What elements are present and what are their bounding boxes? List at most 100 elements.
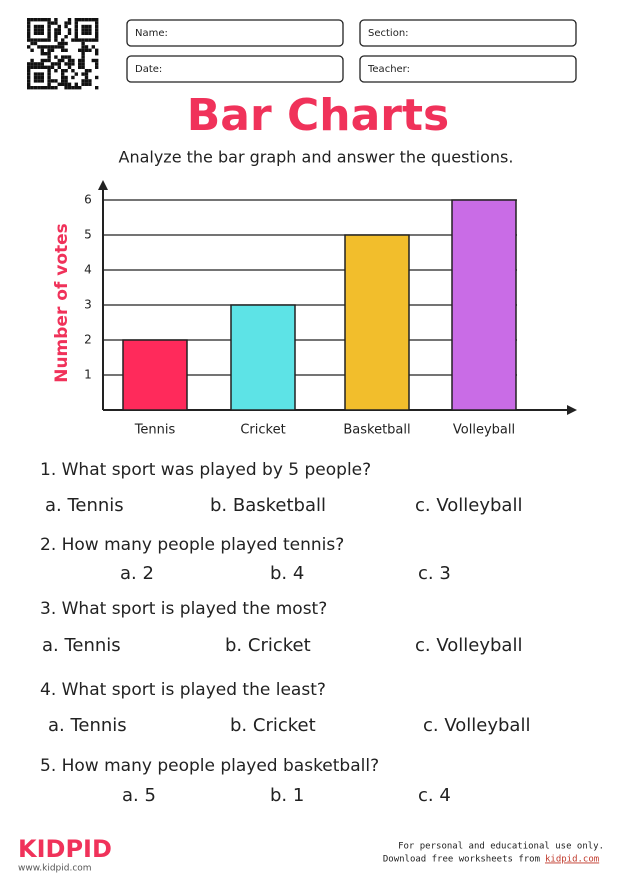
qr-cell	[54, 62, 58, 66]
qr-cell	[50, 21, 55, 25]
qr-cell	[27, 21, 31, 25]
question: 4. What sport is played the least?	[40, 680, 326, 700]
qr-cell	[61, 79, 65, 83]
qr-cell	[81, 82, 85, 86]
option: b. Basketball	[210, 495, 326, 516]
qr-cell	[95, 21, 99, 25]
qr-cell	[81, 24, 85, 29]
qr-cell	[78, 86, 82, 90]
x-tick-label: Cricket	[240, 423, 285, 438]
qr-cell	[33, 38, 38, 42]
qr-cell	[37, 38, 41, 42]
qr-cell	[33, 65, 38, 69]
qr-cell	[40, 72, 44, 76]
qr-cell	[84, 48, 89, 52]
qr-cell	[71, 58, 75, 63]
logo: KIDPID	[18, 835, 112, 863]
y-axis-arrow	[98, 180, 108, 190]
qr-cell	[71, 86, 75, 90]
qr-cell	[84, 75, 89, 80]
y-tick-label: 5	[84, 228, 92, 242]
option: a. Tennis	[45, 495, 124, 516]
qr-cell	[40, 38, 44, 42]
qr-cell	[54, 86, 58, 90]
qr-cell	[47, 21, 51, 25]
qr-cell	[47, 24, 51, 29]
qr-cell	[40, 48, 44, 52]
qr-cell	[61, 82, 65, 86]
qr-cell	[81, 62, 85, 66]
qr-cell	[95, 58, 99, 63]
qr-cell	[81, 31, 85, 35]
qr-cell	[71, 38, 75, 42]
qr-cell	[95, 48, 99, 52]
qr-cell	[95, 24, 99, 29]
qr-cell	[61, 58, 65, 63]
qr-cell	[81, 65, 85, 69]
qr-cell	[27, 38, 31, 42]
field-box	[126, 19, 344, 47]
qr-cell	[37, 72, 41, 76]
link[interactable]: kidpid.com	[545, 855, 599, 865]
qr-cell	[37, 18, 41, 22]
option: b. 4	[270, 563, 304, 584]
field-box	[359, 55, 577, 83]
qr-cell	[30, 18, 34, 22]
qr-cell	[78, 38, 82, 42]
qr-cell	[64, 86, 68, 90]
qr-cell	[67, 31, 72, 35]
bar	[344, 234, 410, 411]
qr-cell	[67, 21, 72, 25]
option: a. Tennis	[42, 635, 121, 656]
qr-cell	[61, 69, 65, 73]
qr-cell	[27, 79, 31, 83]
download-note: Download free worksheets from	[383, 855, 540, 865]
x-tick-label: Tennis	[134, 423, 176, 438]
qr-cell	[61, 75, 65, 80]
field-label: Date:	[135, 64, 162, 75]
qr-cell	[81, 58, 85, 63]
qr-cell	[37, 65, 41, 69]
qr-cell	[44, 52, 48, 56]
qr-cell	[57, 28, 61, 32]
qr-cell	[81, 72, 85, 76]
qr-cell	[95, 75, 99, 80]
qr-cell	[27, 65, 31, 69]
qr-cell	[40, 75, 44, 80]
qr-cell	[47, 72, 51, 76]
qr-cell	[40, 45, 44, 49]
option: c. Volleyball	[423, 715, 530, 736]
x-tick-label: Basketball	[343, 423, 410, 438]
qr-cell	[27, 28, 31, 32]
qr-cell	[57, 82, 61, 86]
qr-cell	[54, 45, 58, 49]
option: a. 2	[120, 563, 154, 584]
qr-cell	[88, 24, 92, 29]
qr-cell	[74, 31, 78, 35]
qr-cell	[27, 45, 31, 49]
qr-cell	[64, 24, 68, 29]
qr-cell	[81, 41, 85, 46]
qr-cell	[57, 41, 61, 46]
qr-cell	[27, 35, 31, 39]
qr-cell	[64, 69, 68, 73]
qr-cell	[81, 18, 85, 22]
question: 5. How many people played basketball?	[40, 756, 379, 776]
qr-cell	[67, 82, 72, 86]
question: 2. How many people played tennis?	[40, 535, 344, 555]
qr-cell	[64, 48, 68, 52]
qr-cell	[67, 18, 72, 22]
qr-cell	[67, 55, 72, 59]
qr-cell	[84, 18, 89, 22]
qr-cell	[37, 45, 41, 49]
qr-cell	[40, 31, 44, 35]
qr-cell	[95, 65, 99, 69]
qr-cell	[44, 65, 48, 69]
qr-cell	[84, 38, 89, 42]
qr-cell	[47, 48, 51, 52]
qr-cell	[67, 62, 72, 66]
qr-cell	[40, 28, 44, 32]
qr-cell	[84, 72, 89, 76]
